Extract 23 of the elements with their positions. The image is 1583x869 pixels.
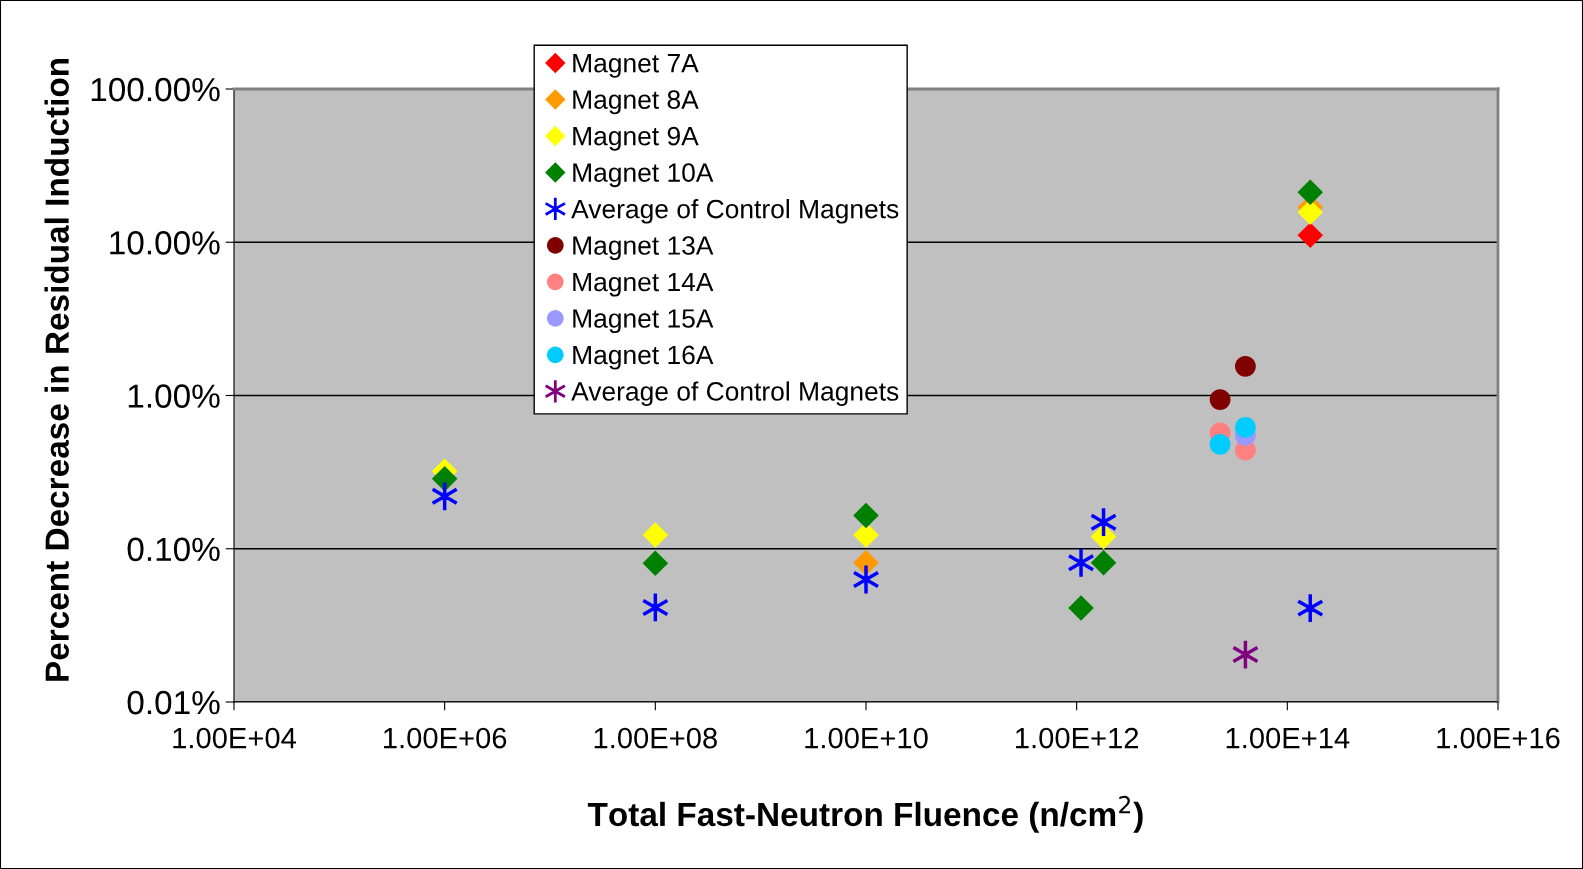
legend-label: Magnet 15A: [573, 309, 714, 334]
legend-label: Average of Control Magnets: [571, 381, 899, 406]
x-tick-label: 1.00E+06: [384, 727, 507, 749]
x-tick-label: 1.00E+16: [1437, 727, 1560, 749]
legend-label: Magnet 16A: [573, 345, 714, 370]
y-axis-title: Percent Decrease in Residual Induction: [44, 58, 69, 681]
x-tick-label: 1.00E+12: [1016, 727, 1139, 749]
y-tick-label: 0.10%: [127, 537, 220, 562]
legend-label: Magnet 14A: [573, 272, 714, 297]
legend-label: Magnet 13A: [573, 236, 714, 261]
y-tick-label: 10.00%: [110, 231, 220, 255]
y-tick-label: 1.00%: [128, 384, 220, 408]
y-tick-label: 0.01%: [127, 690, 220, 715]
x-tick-label: 1.00E+14: [1226, 727, 1350, 749]
x-tick-label: 1.00E+10: [805, 727, 928, 749]
x-tick-label: 1.00E+08: [594, 727, 717, 749]
x-axis-title: Total Fast-Neutron Fluence (n/cm$^{2}$): [587, 795, 1143, 833]
legend-label: Magnet 7A: [573, 54, 699, 78]
y-tick-label: 100.00%: [91, 77, 220, 102]
legend-label: Magnet 10A: [573, 163, 714, 188]
x-tick-label: 1.00E+04: [173, 727, 296, 749]
legend-label: Magnet 8A: [573, 90, 699, 115]
legend-label: Magnet 9A: [573, 126, 699, 151]
